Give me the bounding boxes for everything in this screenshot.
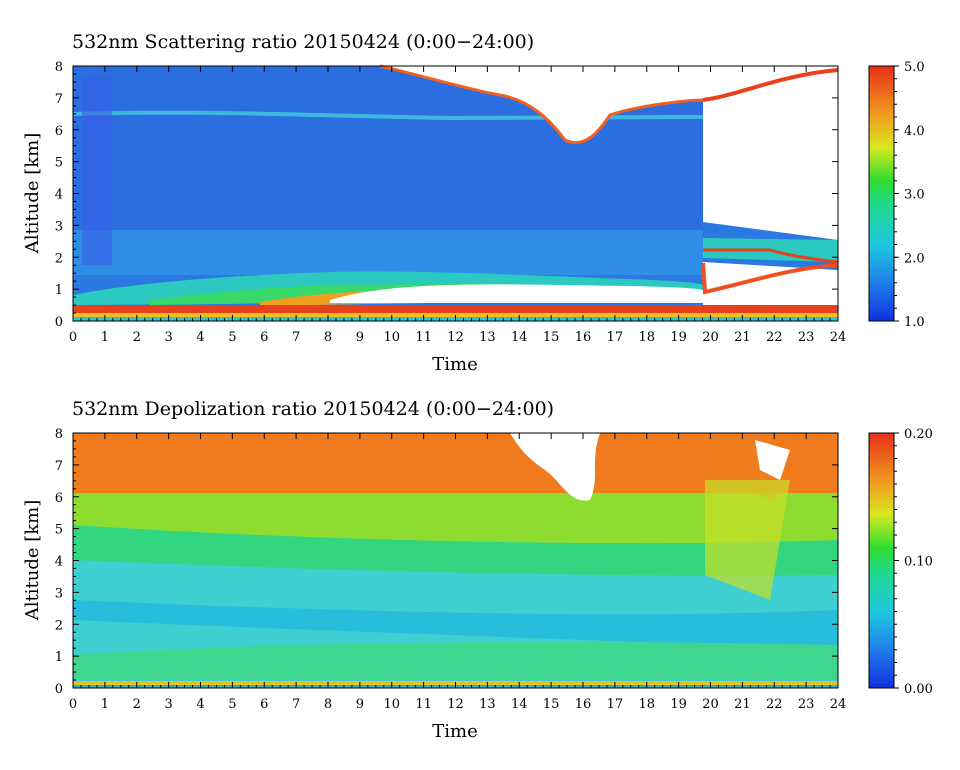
x-tick-label: 11 [415,330,432,345]
y-tick-label: 1 [55,650,63,665]
colorbar-tick-label: 0.20 [904,427,933,442]
x-tick-label: 16 [575,697,592,712]
y-tick-label: 7 [55,92,63,107]
y-tick-label: 6 [55,124,63,139]
x-tick-label: 14 [511,697,528,712]
y-tick-labels: 0 1 2 3 4 5 6 7 8 [55,60,838,330]
y-tick-label: 0 [55,315,63,330]
colorbar-tick-label: 0.00 [904,682,933,697]
x-tick-label: 9 [356,330,364,345]
x-tick-label: 23 [798,330,815,345]
x-tick-label: 24 [830,697,847,712]
y-tick-label: 8 [55,60,63,75]
x-tick-label: 16 [575,330,592,345]
x-tick-label: 6 [260,697,268,712]
scattering-ratio-panel: 532nm Scattering ratio 20150424 (0:00−24… [22,31,925,375]
x-tick-label: 12 [447,697,464,712]
colorbar-tick-label: 3.0 [904,188,925,203]
x-tick-label: 9 [356,697,364,712]
x-tick-label: 20 [702,330,719,345]
y-tick-labels: 0 1 2 3 4 5 6 7 8 [55,427,838,697]
x-tick-label: 22 [766,697,783,712]
x-tick-label: 2 [133,697,141,712]
x-tick-label: 7 [292,697,300,712]
x-tick-label: 0 [69,697,77,712]
x-tick-label: 17 [607,697,624,712]
x-tick-label: 4 [196,330,204,345]
chart-title: 532nm Depolization ratio 20150424 (0:00−… [72,398,554,420]
depolarization-ratio-panel: 532nm Depolization ratio 20150424 (0:00−… [22,398,933,742]
x-tick-label: 5 [228,330,236,345]
x-tick-labels: 0 1 2 3 4 5 6 7 8 9 10 11 12 13 14 15 16 17 18 19 20 21 22 23 24 [69,433,846,712]
x-tick-label: 8 [324,697,332,712]
x-tick-label: 10 [383,697,400,712]
colorbar-tick-label: 0.10 [904,555,933,570]
colorbar: 1.0 2.0 3.0 4.0 5.0 [868,60,925,330]
x-tick-labels: 0 1 2 3 4 5 6 7 8 9 10 11 12 13 14 15 16 17 18 19 20 21 22 23 24 [69,66,846,345]
colorbar-tick-label: 4.0 [904,124,925,139]
y-tick-label: 3 [55,219,63,234]
x-tick-label: 4 [196,697,204,712]
x-tick-label: 0 [69,330,77,345]
y-tick-label: 0 [55,682,63,697]
x-axis-label: Time [432,721,477,742]
x-axis-label: Time [432,354,477,375]
y-tick-label: 8 [55,427,63,442]
x-tick-label: 19 [670,330,687,345]
colorbar: 0.00 0.10 0.20 [868,427,933,697]
y-tick-label: 2 [55,618,63,633]
x-tick-label: 11 [415,697,432,712]
x-tick-label: 3 [164,330,172,345]
y-tick-label: 7 [55,459,63,474]
x-tick-label: 24 [830,330,847,345]
x-tick-label: 13 [479,697,496,712]
x-tick-label: 7 [292,330,300,345]
x-tick-label: 21 [734,330,751,345]
x-tick-label: 18 [638,330,655,345]
x-tick-label: 17 [607,330,624,345]
x-tick-label: 19 [670,697,687,712]
y-tick-label: 5 [55,156,63,171]
y-tick-label: 1 [55,283,63,298]
x-tick-label: 21 [734,697,751,712]
colorbar-tick-label: 1.0 [904,315,925,330]
x-tick-label: 12 [447,330,464,345]
y-tick-label: 2 [55,251,63,266]
heatmap-image [73,433,838,688]
x-tick-label: 10 [383,330,400,345]
x-tick-label: 8 [324,330,332,345]
x-tick-label: 20 [702,697,719,712]
x-tick-label: 15 [543,697,560,712]
y-tick-label: 4 [55,188,63,203]
x-tick-label: 23 [798,697,815,712]
x-tick-label: 5 [228,697,236,712]
x-tick-label: 22 [766,330,783,345]
x-tick-label: 2 [133,330,141,345]
y-tick-label: 3 [55,586,63,601]
y-tick-label: 6 [55,491,63,506]
heatmap-image [72,64,839,321]
y-axis-label: Altitude [km] [22,133,43,255]
y-tick-label: 4 [55,555,63,570]
colorbar-tick-label: 5.0 [904,60,925,75]
x-tick-label: 14 [511,330,528,345]
x-tick-label: 3 [164,697,172,712]
chart-title: 532nm Scattering ratio 20150424 (0:00−24… [72,31,534,53]
x-tick-label: 18 [638,697,655,712]
x-tick-label: 1 [101,330,109,345]
x-tick-label: 15 [543,330,560,345]
y-axis-label: Altitude [km] [22,500,43,622]
x-tick-label: 13 [479,330,496,345]
x-tick-label: 6 [260,330,268,345]
x-tick-label: 1 [101,697,109,712]
colorbar-tick-label: 2.0 [904,251,925,266]
y-tick-label: 5 [55,523,63,538]
